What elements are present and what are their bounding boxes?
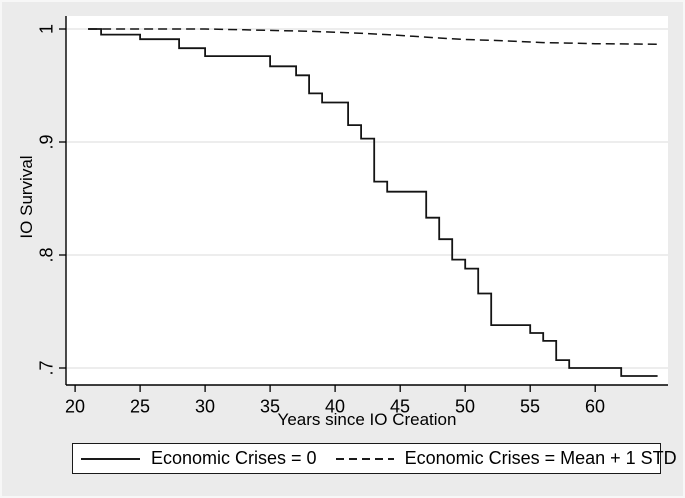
y-tick-label: .8	[36, 247, 57, 263]
y-tick-label: 1	[36, 23, 57, 35]
x-tick-label: 60	[584, 396, 606, 417]
legend-label-crises-0: Economic Crises = 0	[151, 448, 317, 468]
x-tick-label: 45	[389, 396, 411, 417]
x-axis-title: Years since IO Creation	[277, 410, 457, 429]
legend-solid-line-sample	[81, 457, 140, 460]
series-solid-line	[88, 28, 658, 377]
x-tick-label: 55	[519, 396, 541, 417]
x-tick-label: 20	[64, 396, 86, 417]
plot-area-background	[66, 16, 668, 385]
y-tick-label: .9	[36, 134, 57, 150]
x-tick-label: 35	[259, 396, 281, 417]
x-tick-label: 25	[129, 396, 151, 417]
legend-dashed-line-sample	[335, 457, 394, 460]
x-tick-label: 40	[324, 396, 346, 417]
series-dashed-line	[88, 28, 659, 46]
legend-label-crises-mean-plus-1std: Economic Crises = Mean + 1 STD	[404, 448, 677, 468]
x-tick-label: 50	[454, 396, 476, 417]
legend: Economic Crises = 0 Economic Crises = Me…	[72, 443, 677, 474]
y-tick-label: .7	[36, 360, 57, 376]
y-axis-title: IO Survival	[17, 155, 36, 239]
x-tick-label: 30	[194, 396, 216, 417]
